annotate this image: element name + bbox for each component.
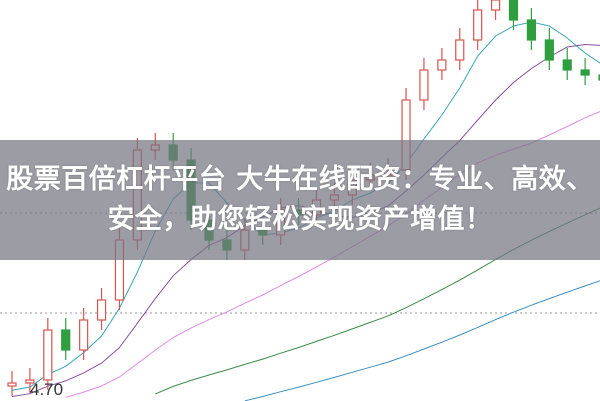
title-banner: 股票百倍杠杆平台 大牛在线配资：专业、高效、 安全，助您轻松实现资产增值！	[0, 140, 600, 260]
candle-body	[61, 329, 71, 351]
candle-body	[473, 9, 483, 41]
candle-body	[508, 0, 519, 21]
candle-body	[544, 39, 554, 61]
candle-body	[419, 69, 429, 101]
price-label: 4.70	[30, 380, 64, 399]
candle-body	[79, 319, 89, 351]
candle-body	[25, 379, 35, 384]
banner-title-line2: 安全，助您轻松实现资产增值！	[107, 204, 493, 235]
candle-body	[455, 39, 465, 61]
banner-title-line1: 股票百倍杠杆平台 大牛在线配资：专业、高效、	[6, 164, 594, 195]
candle-body	[490, 0, 501, 11]
candle-body	[437, 59, 447, 71]
candle-body	[96, 299, 107, 321]
ma60-line	[244, 280, 600, 401]
candle-body	[43, 329, 53, 381]
candle-body	[580, 69, 590, 76]
candle-body	[526, 19, 537, 41]
candle-body	[562, 59, 572, 71]
candle-body	[7, 382, 17, 387]
